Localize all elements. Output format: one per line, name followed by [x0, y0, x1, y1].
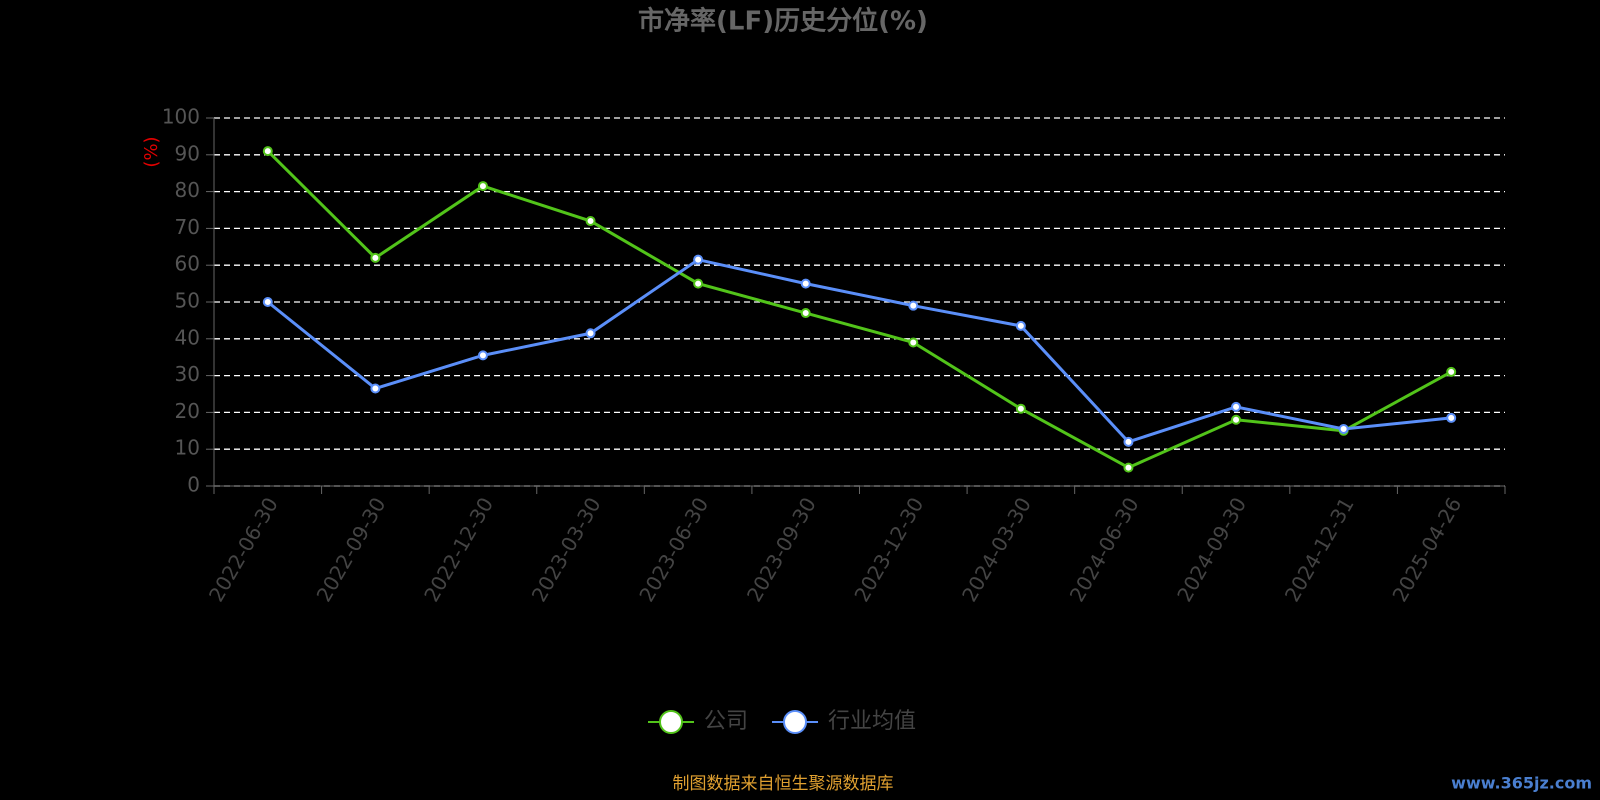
y-tick-label: 30 [175, 362, 200, 386]
y-tick-label: 90 [175, 141, 200, 165]
data-point [693, 278, 704, 289]
y-tick-label: 100 [162, 105, 200, 129]
data-point [370, 383, 381, 394]
legend-label[interactable]: 行业均值 [828, 709, 916, 734]
y-tick-label: 0 [187, 473, 200, 497]
data-point [1231, 414, 1242, 425]
data-point [585, 216, 596, 227]
legend-marker [783, 710, 808, 734]
data-point [585, 328, 596, 339]
data-point [1123, 462, 1134, 473]
data-point [1123, 436, 1134, 447]
data-point [262, 297, 273, 307]
y-tick-label: 80 [175, 178, 200, 202]
data-point [477, 350, 488, 361]
data-point [800, 278, 811, 289]
data-point [1015, 403, 1026, 414]
watermark: www.365jz.com [1451, 774, 1592, 793]
data-point [1231, 401, 1242, 412]
series-line [266, 150, 1452, 470]
data-point [693, 254, 704, 265]
y-tick-label: 20 [175, 399, 200, 423]
data-point [477, 181, 488, 192]
y-tick-label: 60 [175, 252, 200, 276]
data-point [908, 300, 919, 311]
source-note: 制图数据来自恒生聚源数据库 [673, 774, 894, 794]
y-tick-label: 70 [175, 215, 200, 239]
data-point [908, 337, 919, 348]
y-tick-label: 10 [175, 436, 200, 460]
data-point [800, 308, 811, 319]
chart-title: 市净率(LF)历史分位(%) [638, 6, 928, 37]
data-point [1446, 366, 1457, 377]
y-tick-label: 50 [175, 289, 200, 313]
legend-label[interactable]: 公司 [704, 709, 748, 734]
y-axis-label: (%) [141, 136, 162, 167]
series-line [266, 258, 1452, 444]
data-point [1338, 423, 1349, 434]
data-point [262, 146, 273, 157]
y-tick-label: 40 [175, 325, 200, 349]
data-point [1446, 412, 1457, 423]
legend-marker [659, 710, 683, 734]
data-point [1015, 320, 1026, 331]
data-point [370, 252, 381, 263]
